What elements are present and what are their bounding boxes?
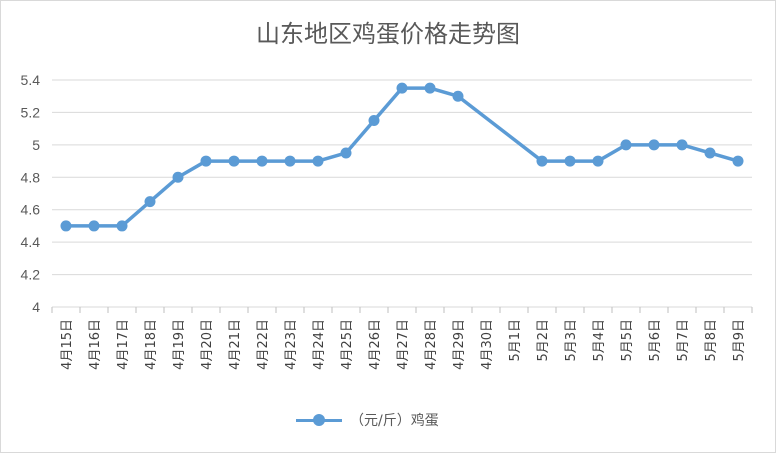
data-point bbox=[368, 115, 380, 127]
data-point bbox=[340, 147, 352, 159]
data-point bbox=[256, 155, 268, 167]
y-tick-label: 4.2 bbox=[21, 267, 41, 283]
data-point bbox=[536, 155, 548, 167]
series-layer bbox=[60, 82, 744, 232]
data-point bbox=[88, 220, 100, 232]
x-tick-label: 4月19日 bbox=[172, 319, 187, 370]
x-tick-label: 5月9日 bbox=[732, 319, 747, 362]
chart-title: 山东地区鸡蛋价格走势图 bbox=[256, 20, 520, 48]
data-point bbox=[116, 220, 128, 232]
y-tick-label: 4.8 bbox=[21, 169, 41, 185]
x-tick-label: 4月21日 bbox=[228, 319, 243, 370]
x-tick-label: 4月28日 bbox=[424, 319, 439, 370]
data-point bbox=[228, 155, 240, 167]
data-point bbox=[172, 171, 184, 183]
y-tick-label: 4 bbox=[32, 299, 40, 315]
x-tick-label: 4月26日 bbox=[368, 319, 383, 370]
data-point bbox=[592, 155, 604, 167]
x-tick-label: 4月23日 bbox=[284, 319, 299, 370]
y-axis: 4 4.2 4.4 4.6 4.8 5 5.2 5.4 bbox=[21, 72, 41, 315]
data-point bbox=[452, 90, 464, 102]
x-axis: 4月15日 4月16日 4月17日 4月18日 4月19日 4月20日 4月21日 4月22日… bbox=[51, 307, 753, 370]
x-tick-label: 4月29日 bbox=[452, 319, 467, 370]
data-point bbox=[620, 139, 632, 151]
x-tick-label: 4月22日 bbox=[256, 319, 271, 370]
x-tick-label: 5月6日 bbox=[648, 319, 663, 362]
x-tick-label: 5月1日 bbox=[508, 319, 523, 362]
x-tick-label: 5月2日 bbox=[536, 319, 551, 362]
data-point bbox=[648, 139, 660, 151]
x-tick-label: 4月20日 bbox=[200, 319, 215, 370]
data-point bbox=[60, 220, 72, 232]
x-tick-label: 5月8日 bbox=[704, 319, 719, 362]
data-point bbox=[704, 147, 716, 159]
y-tick-label: 5.2 bbox=[21, 104, 41, 120]
x-tick-label: 4月15日 bbox=[60, 319, 75, 370]
data-point bbox=[284, 155, 296, 167]
series-line bbox=[64, 86, 740, 228]
y-tick-label: 5.4 bbox=[21, 72, 41, 88]
data-point bbox=[200, 155, 212, 167]
x-tick-label: 4月18日 bbox=[144, 319, 159, 370]
x-tick-label: 5月4日 bbox=[592, 319, 607, 362]
data-point bbox=[564, 155, 576, 167]
legend-label: （元/斤）鸡蛋 bbox=[350, 413, 439, 429]
y-tick-label: 4.4 bbox=[21, 234, 41, 250]
legend: （元/斤）鸡蛋 bbox=[296, 410, 439, 430]
x-tick-label: 5月3日 bbox=[564, 319, 579, 362]
x-tick-label: 4月27日 bbox=[396, 319, 411, 370]
legend-marker-icon bbox=[296, 413, 342, 426]
data-point bbox=[144, 196, 156, 208]
x-tick-label: 4月17日 bbox=[116, 319, 131, 370]
data-point bbox=[396, 82, 408, 94]
x-tick-label: 4月24日 bbox=[312, 319, 327, 370]
x-tick-label: 4月16日 bbox=[88, 319, 103, 370]
data-point bbox=[312, 155, 324, 167]
data-point bbox=[676, 139, 688, 151]
data-point bbox=[732, 155, 744, 167]
data-point bbox=[424, 82, 436, 94]
x-tick-label: 4月30日 bbox=[480, 319, 495, 370]
x-tick-label: 5月5日 bbox=[620, 319, 635, 362]
y-tick-label: 4.6 bbox=[21, 202, 41, 218]
x-tick-label: 4月25日 bbox=[340, 319, 355, 370]
x-tick-label: 5月7日 bbox=[676, 319, 691, 362]
y-tick-label: 5 bbox=[32, 137, 40, 153]
